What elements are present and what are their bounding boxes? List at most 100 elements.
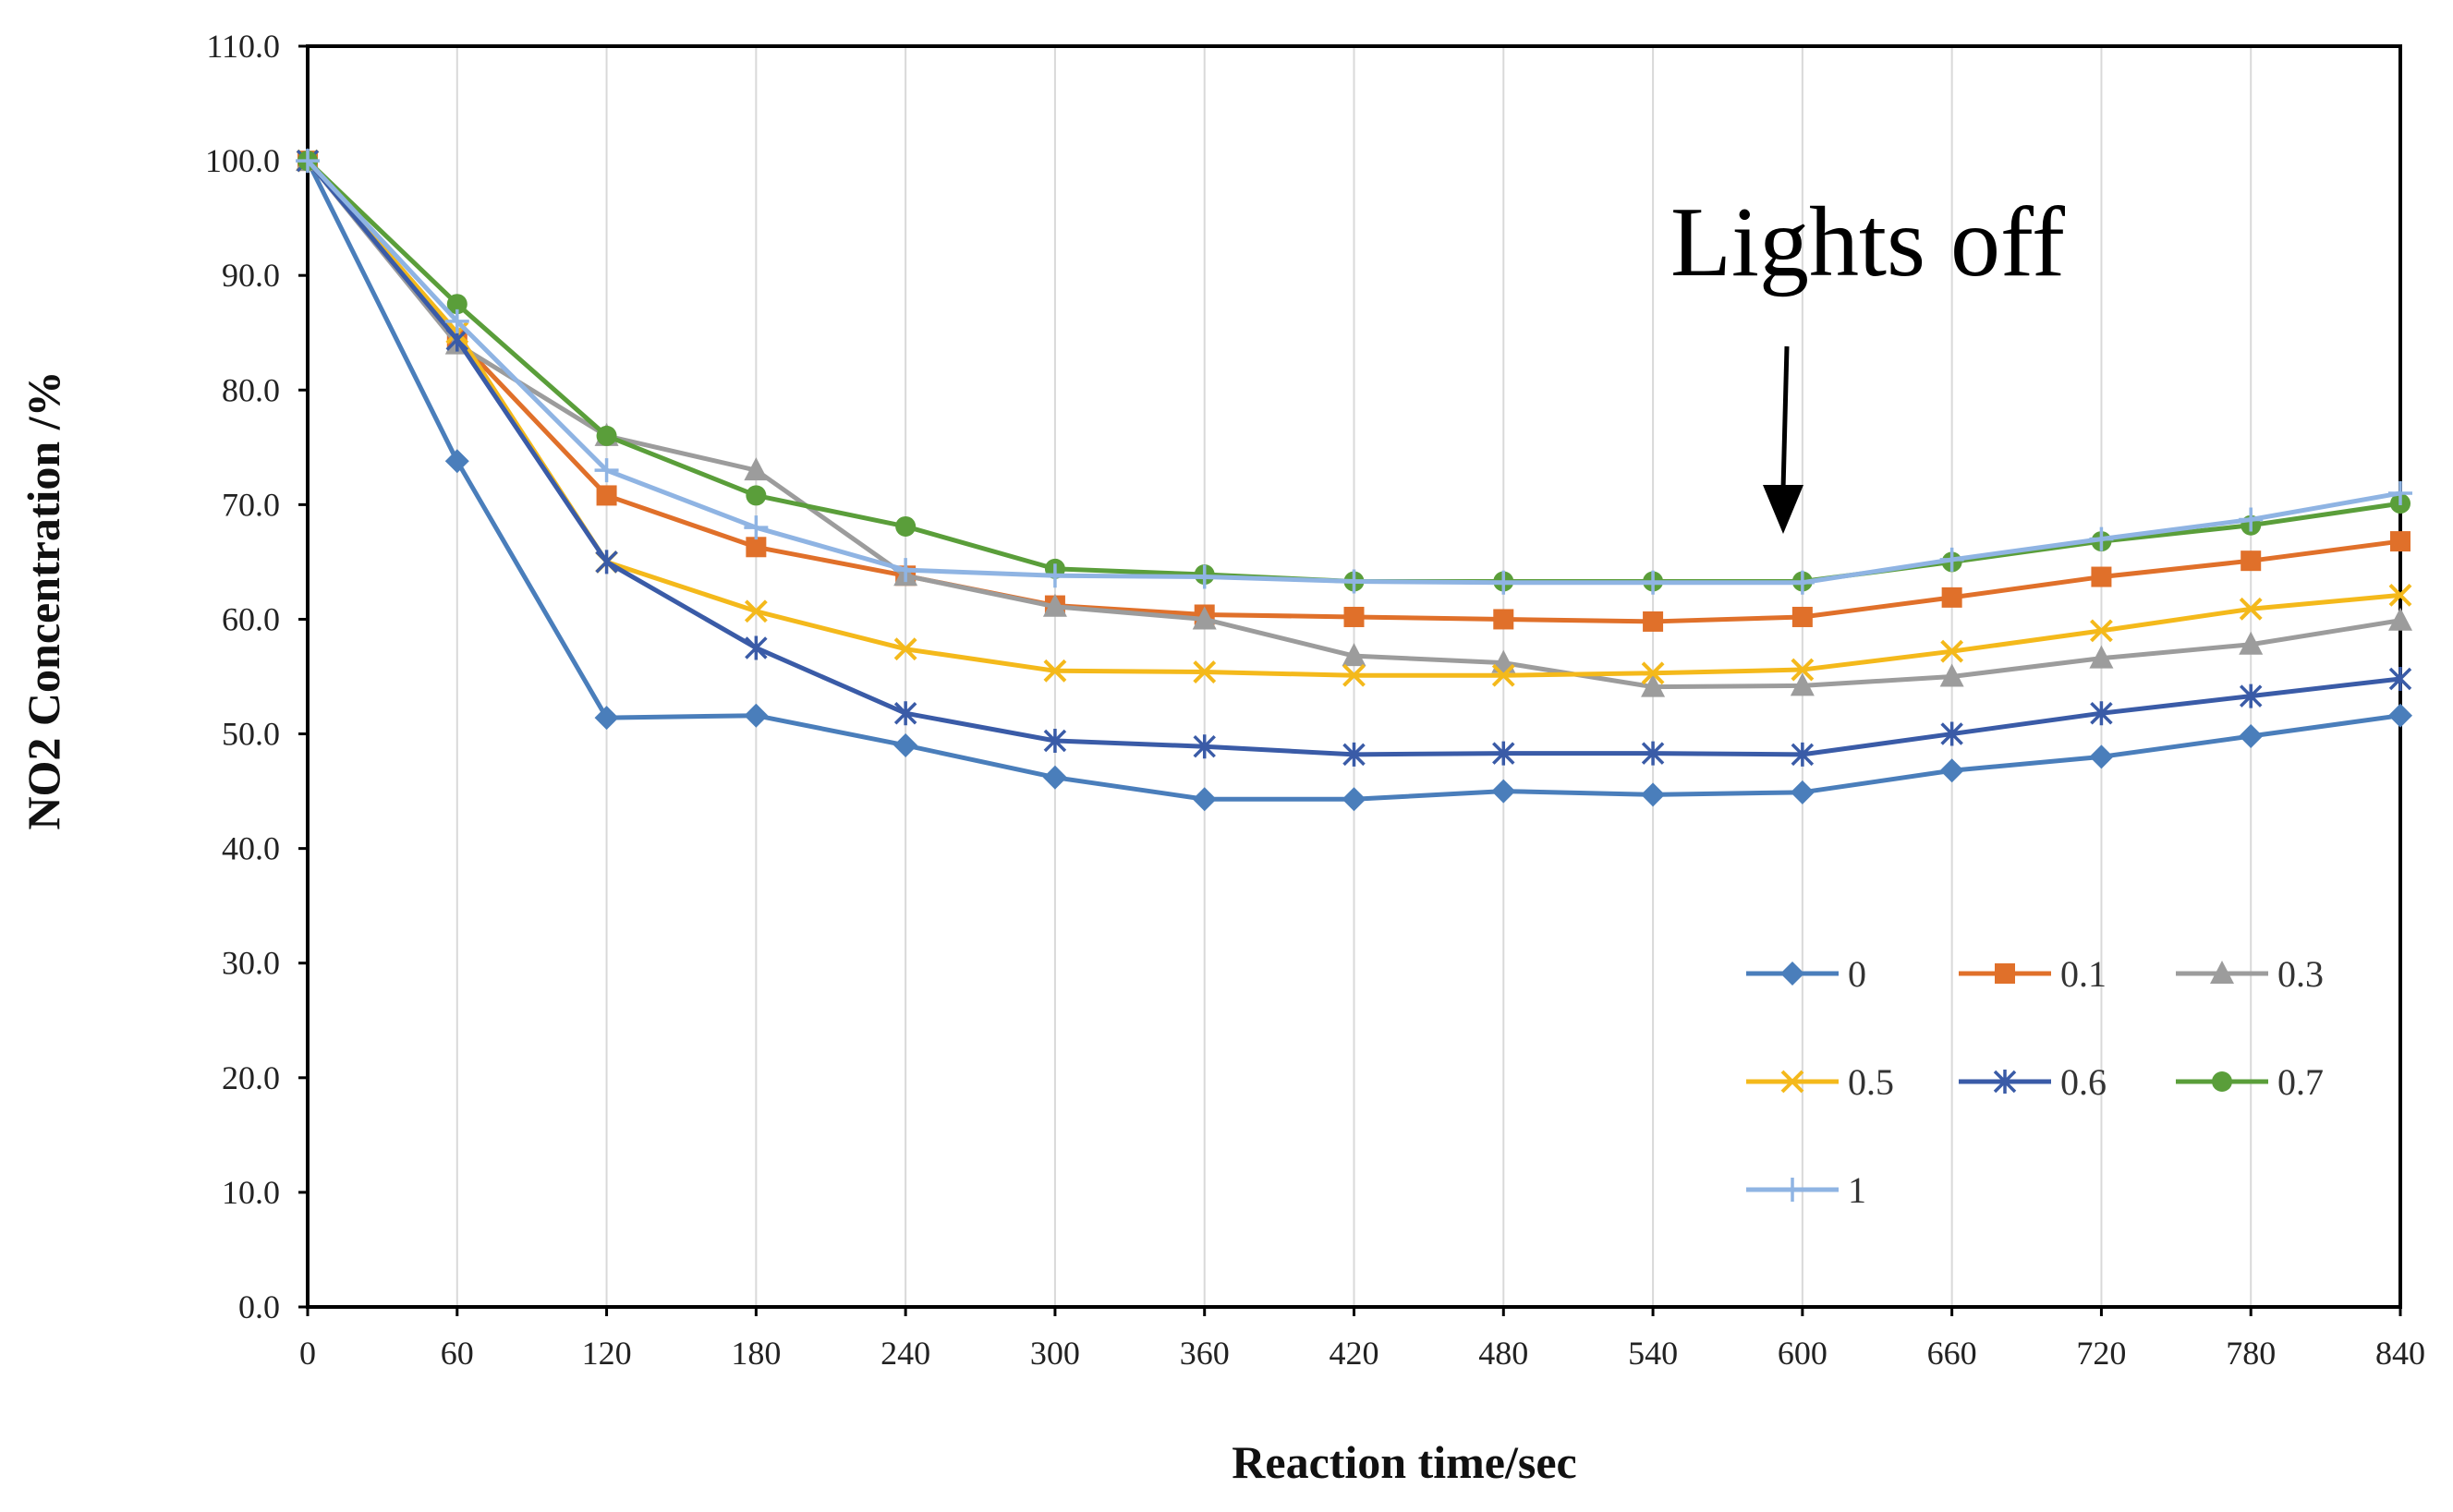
data-point [1939,547,1964,572]
data-point [1492,741,1515,766]
x-axis-title: Reaction time/sec [1232,1436,1576,1488]
y-tick-label: 20.0 [222,1059,280,1096]
data-point [1939,663,1964,687]
y-tick-label: 40.0 [222,830,280,867]
data-point [1342,787,1366,812]
data-point [1941,587,1962,608]
data-point [1641,782,1666,807]
data-point [1042,765,1067,790]
y-tick-label: 0.0 [238,1288,280,1325]
data-point [1342,663,1366,687]
x-tick-label: 780 [2226,1335,2276,1372]
data-point [444,308,469,333]
data-point [745,635,768,660]
x-tick-label: 60 [441,1335,474,1372]
legend-item-0.6: 0.6 [1959,1061,2107,1103]
data-point [1342,569,1366,594]
legend-item-0.7: 0.7 [2176,1061,2324,1103]
data-point [1042,593,1067,617]
data-point [746,537,767,558]
data-point [2388,703,2412,728]
data-point [746,485,767,506]
y-tick-label: 30.0 [222,945,280,982]
legend-swatch-marker [2210,961,2234,984]
data-point [744,599,768,623]
data-point [2239,631,2264,655]
data-point [2239,683,2263,708]
data-point [1790,672,1815,696]
data-point [1493,609,1514,630]
lights-off-annotation: Lights off [1670,187,2065,297]
x-tick-label: 420 [1330,1335,1379,1372]
data-point [1940,721,1963,746]
y-tick-label: 80.0 [222,371,280,408]
lights-off-arrow [1763,345,1803,534]
legend-swatch-marker [2212,1071,2232,1092]
x-tick-label: 240 [880,1335,930,1372]
legend-label: 0.6 [2060,1061,2107,1103]
data-point [1641,661,1665,685]
data-point [1641,741,1665,766]
series-0 [296,149,2412,812]
legend-item-0.1: 0.1 [1959,953,2107,995]
legend-item-0: 0 [1746,953,1866,995]
series-group [296,148,2412,812]
legend-item-0.5: 0.5 [1746,1061,1894,1103]
y-tick-label: 10.0 [222,1174,280,1211]
data-point [1192,787,1217,812]
data-point [1790,570,1815,595]
y-tick-label: 110.0 [206,28,280,65]
data-point [596,425,617,446]
legend-label: 0.7 [2277,1061,2324,1103]
data-point [594,458,619,483]
legend-item-1: 1 [1746,1169,1866,1211]
data-point [2390,531,2410,552]
data-point [296,149,320,174]
legend-swatch-marker [1780,1070,1804,1094]
y-tick-label: 50.0 [222,716,280,753]
data-point [594,706,619,731]
data-point [1342,742,1366,767]
data-point [2239,597,2263,621]
data-point [1043,659,1067,683]
data-point [1042,563,1067,588]
data-point [446,294,468,315]
data-point [1791,742,1815,767]
data-point [893,732,918,757]
data-point [893,637,917,661]
data-point [2388,666,2412,691]
data-point [1343,606,1365,627]
data-point [2091,566,2112,587]
legend-label: 0.1 [2060,953,2107,995]
y-tick-labels: 0.0 10.0 20.0 30.0 40.0 50.0 60.0 70.0 80.0 90.0 1… [205,28,280,1325]
x-tick-label: 360 [1180,1335,1230,1372]
data-point [595,550,618,575]
data-point [1940,639,1964,663]
data-point [444,449,469,474]
x-tick-label: 720 [2076,1335,2126,1372]
data-point [2239,724,2264,749]
x-tick-labels: 0 60 120 180 240 300 360 420 480 540 600 660 720 780 8… [299,1335,2425,1372]
legend: 0 0.1 0.3 0.5 0.6 0.7 1 [1746,953,2324,1211]
data-point [744,457,769,481]
data-point [1791,658,1815,682]
data-point [596,485,617,506]
data-point [2089,526,2114,551]
data-point [1491,570,1516,595]
data-point [2240,550,2262,572]
data-point [2388,583,2412,607]
legend-swatch-marker [1995,963,2015,984]
legend-label: 1 [1848,1169,1866,1211]
y-tick-label: 60.0 [222,600,280,637]
data-point [893,701,917,726]
data-point [1791,606,1813,627]
data-point [1342,643,1366,667]
y-axis-title: NO2 Concentration /% [18,370,69,829]
data-point [2090,619,2113,643]
x-tick-label: 480 [1478,1335,1528,1372]
legend-label: 0.3 [2277,953,2324,995]
data-point [1192,606,1217,630]
legend-swatch-marker [1993,1070,2017,1094]
data-point [1193,660,1217,683]
data-point [1790,780,1815,804]
